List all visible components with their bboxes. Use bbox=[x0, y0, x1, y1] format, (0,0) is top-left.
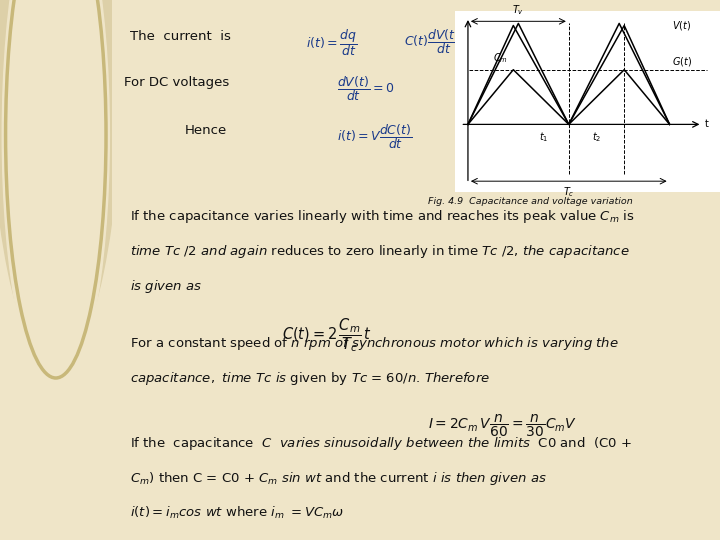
Text: $time\ Tc\ /2\ and\ again$ reduces to zero linearly in time $Tc$ /2, $the\ capac: $time\ Tc\ /2\ and\ again$ reduces to ze… bbox=[130, 243, 629, 260]
Text: $C_m$) then C = C0 + $C_m$ $sin\ wt$ and the current $i$ $is\ then\ given\ as$: $C_m$) then C = C0 + $C_m$ $sin\ wt$ and… bbox=[130, 470, 547, 487]
Text: $t_1$: $t_1$ bbox=[539, 131, 549, 145]
Text: $t_2$: $t_2$ bbox=[592, 131, 601, 145]
Text: t: t bbox=[705, 119, 708, 130]
Text: $C(t) = 2\,\dfrac{C_m}{T_c}\,t$: $C(t) = 2\,\dfrac{C_m}{T_c}\,t$ bbox=[282, 316, 372, 354]
Text: For a constant speed of $n$ $rpm$ $of\ synchronous\ motor\ which\ is\ varying\ t: For a constant speed of $n$ $rpm$ $of\ s… bbox=[130, 335, 618, 352]
Text: $is\ given\ as$: $is\ given\ as$ bbox=[130, 278, 202, 295]
Text: $i(t) = \dfrac{dq}{dt}$: $i(t) = \dfrac{dq}{dt}$ bbox=[306, 27, 358, 58]
Text: If the capacitance varies linearly with time and reaches its peak value $C_m$ is: If the capacitance varies linearly with … bbox=[130, 208, 634, 225]
Text: $C(t)\dfrac{dV(t)}{dt}$: $C(t)\dfrac{dV(t)}{dt}$ bbox=[404, 27, 460, 56]
Text: $T_c$: $T_c$ bbox=[563, 185, 575, 199]
Text: $i(t) = i_m$$cos\ wt$ where $i_m$ $= VC_m\omega$: $i(t) = i_m$$cos\ wt$ where $i_m$ $= VC_… bbox=[130, 505, 344, 521]
Text: $i(t) = V\dfrac{dC(t)}{dt}$: $i(t) = V\dfrac{dC(t)}{dt}$ bbox=[337, 123, 412, 152]
Text: $capacitance,\ time\ Tc\ is$ given by $Tc$ = 60/$n$. $Therefore$: $capacitance,\ time\ Tc\ is$ given by $T… bbox=[130, 370, 490, 387]
Circle shape bbox=[0, 0, 122, 367]
Text: $+ V(t)\dfrac{dC(t)}{dt}$: $+ V(t)\dfrac{dC(t)}{dt}$ bbox=[477, 27, 544, 56]
Text: $\dfrac{dV(t)}{dt} = 0$: $\dfrac{dV(t)}{dt} = 0$ bbox=[337, 74, 394, 103]
Text: Hence: Hence bbox=[184, 124, 227, 137]
Text: $T_v$: $T_v$ bbox=[513, 3, 524, 17]
Text: The  current  is: The current is bbox=[130, 30, 230, 43]
Text: $I = 2C_m\,V\dfrac{n}{60} = \dfrac{n}{30}C_m V$: $I = 2C_m\,V\dfrac{n}{60} = \dfrac{n}{30… bbox=[428, 413, 577, 440]
Text: If the  capacitance  $C$  $varies\ sinusoidally\ between\ the\ limits$  C0 and  : If the capacitance $C$ $varies\ sinusoid… bbox=[130, 435, 631, 451]
Circle shape bbox=[2, 0, 109, 394]
Text: $V(t)$: $V(t)$ bbox=[672, 19, 691, 32]
Text: Fig. 4.9  Capacitance and voltage variation: Fig. 4.9 Capacitance and voltage variati… bbox=[428, 197, 633, 206]
Text: $G(t)$: $G(t)$ bbox=[672, 55, 692, 68]
Text: For DC voltages: For DC voltages bbox=[124, 76, 229, 89]
Text: $C_m$: $C_m$ bbox=[493, 52, 508, 65]
